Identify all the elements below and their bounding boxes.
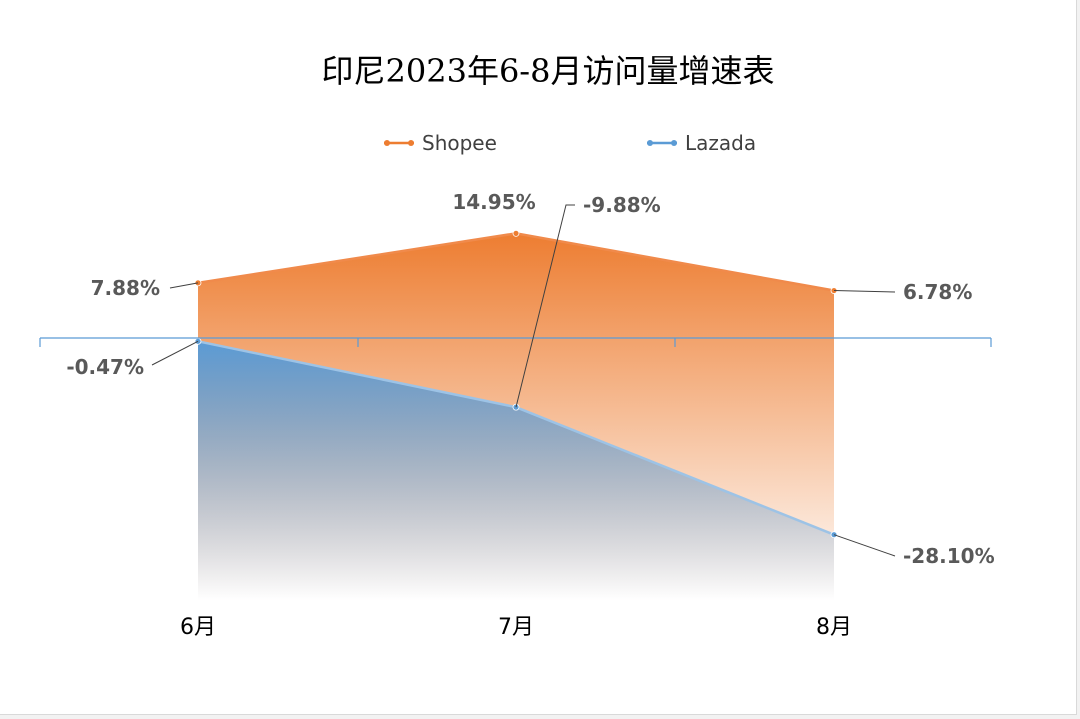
chart-title: 印尼2023年6-8月访问量增速表 (322, 52, 775, 90)
legend-label-lazada: Lazada (685, 131, 756, 155)
x-tick-label-0: 6月 (180, 615, 216, 640)
leader-line-shopee-0 (169, 282, 199, 289)
plot-area (194, 229, 838, 600)
leader-line-shopee-2 (833, 290, 896, 293)
legend-marker-lazada (647, 140, 653, 146)
area-lazada (198, 341, 834, 600)
point-shopee-1 (512, 229, 520, 237)
leader-line-lazada-2 (833, 534, 896, 557)
x-tick-label-1: 7月 (498, 615, 534, 640)
data-labels: 7.88% 14.95% 6.78% -0.47% -9.88% -28.10% (66, 190, 994, 568)
legend-item-lazada: Lazada (647, 131, 756, 155)
x-axis: 6月 7月 8月 (39, 337, 992, 640)
legend-marker-shopee (408, 140, 414, 146)
data-label-lazada-0: -0.47% (66, 355, 144, 379)
data-label-shopee-1: 14.95% (452, 190, 535, 214)
leader-line-lazada-1 (515, 204, 575, 408)
legend-marker-shopee (384, 140, 390, 146)
leader-line-lazada-0 (151, 340, 199, 366)
legend-item-shopee: Shopee (384, 131, 497, 155)
legend-marker-lazada (671, 140, 677, 146)
data-label-lazada-2: -28.10% (903, 544, 995, 568)
legend-label-shopee: Shopee (422, 131, 497, 155)
data-label-shopee-0: 7.88% (91, 276, 160, 300)
x-tick-label-2: 8月 (816, 615, 852, 640)
chart-legend: Shopee Lazada (384, 131, 756, 155)
data-label-lazada-1: -9.88% (583, 193, 661, 217)
data-label-shopee-2: 6.78% (903, 280, 972, 304)
